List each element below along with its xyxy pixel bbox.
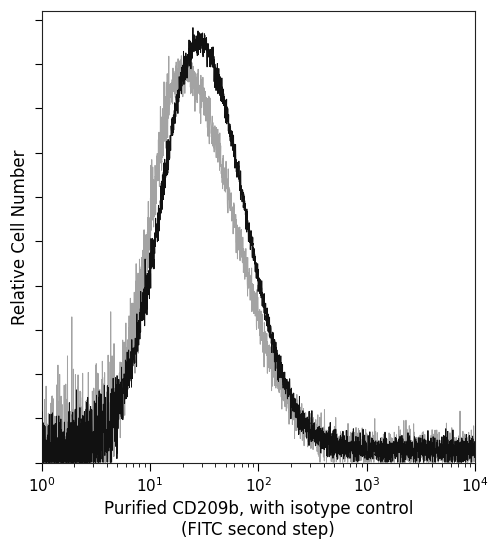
Y-axis label: Relative Cell Number: Relative Cell Number xyxy=(11,149,29,324)
X-axis label: Purified CD209b, with isotype control
(FITC second step): Purified CD209b, with isotype control (F… xyxy=(104,500,413,539)
